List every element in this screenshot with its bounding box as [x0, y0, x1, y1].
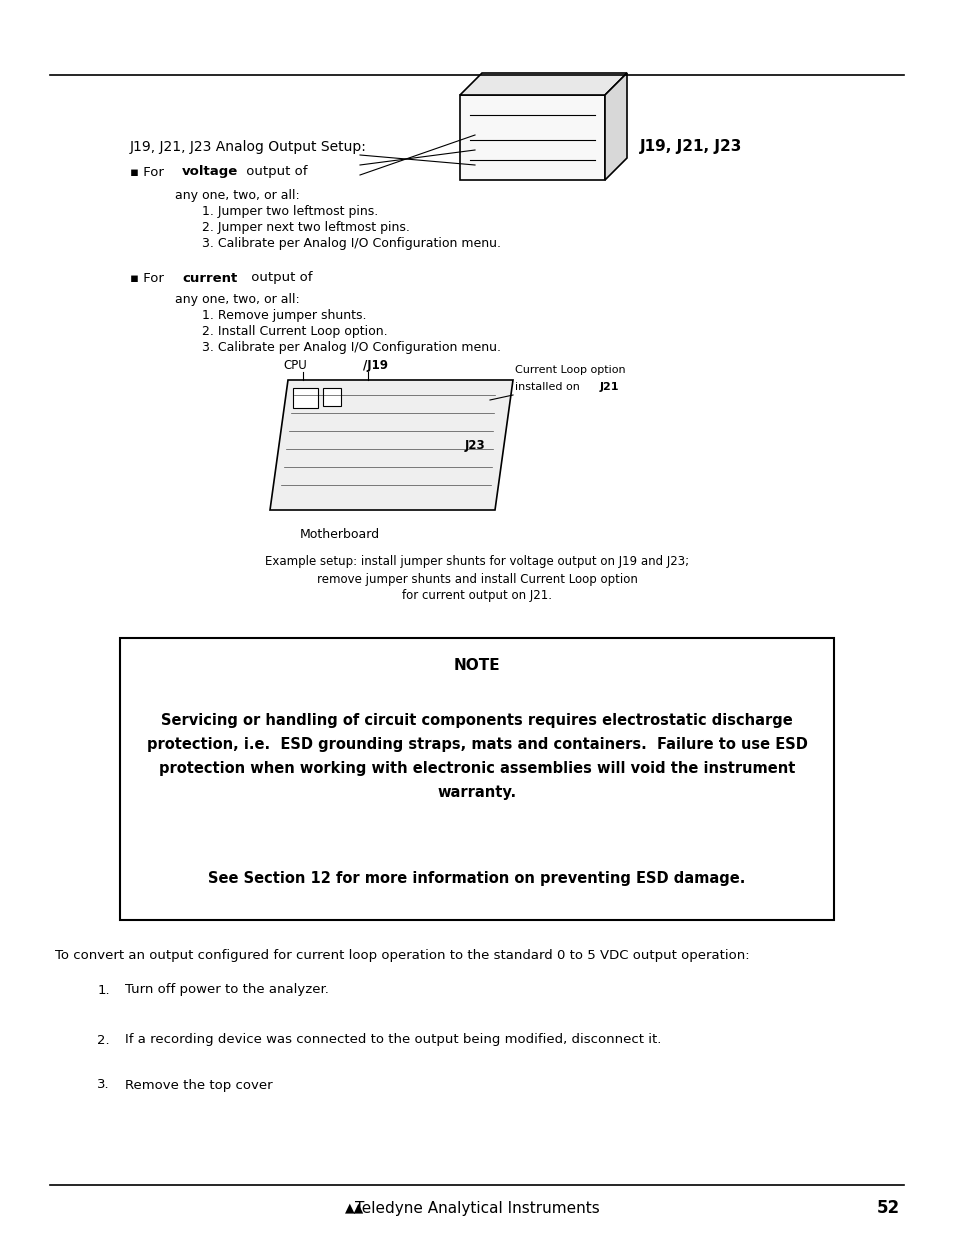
Text: ▪ For: ▪ For [130, 165, 168, 179]
Text: remove jumper shunts and install Current Loop option: remove jumper shunts and install Current… [316, 573, 637, 585]
Text: current: current [182, 272, 237, 284]
Text: Turn off power to the analyzer.: Turn off power to the analyzer. [125, 983, 329, 997]
Text: J19, J21, J23: J19, J21, J23 [639, 140, 741, 154]
Text: 2. Install Current Loop option.: 2. Install Current Loop option. [202, 326, 387, 338]
Text: Teledyne Analytical Instruments: Teledyne Analytical Instruments [355, 1200, 598, 1215]
Polygon shape [459, 73, 626, 95]
Text: Servicing or handling of circuit components requires electrostatic discharge: Servicing or handling of circuit compone… [161, 713, 792, 727]
Polygon shape [120, 638, 833, 920]
Text: voltage: voltage [182, 165, 238, 179]
Text: See Section 12 for more information on preventing ESD damage.: See Section 12 for more information on p… [208, 871, 745, 885]
Text: NOTE: NOTE [454, 657, 499, 673]
Text: any one, two, or all:: any one, two, or all: [174, 189, 299, 203]
Text: 1.: 1. [97, 983, 110, 997]
Bar [323, 388, 340, 406]
Text: 52: 52 [876, 1199, 899, 1216]
Text: any one, two, or all:: any one, two, or all: [174, 294, 299, 306]
Text: 1. Jumper two leftmost pins.: 1. Jumper two leftmost pins. [202, 205, 377, 219]
Text: ▪ For: ▪ For [130, 272, 168, 284]
Text: Example setup: install jumper shunts for voltage output on J19 and J23;: Example setup: install jumper shunts for… [265, 556, 688, 568]
Text: ▲▲: ▲▲ [345, 1202, 364, 1214]
Text: Current Loop option: Current Loop option [515, 366, 625, 375]
Text: J19, J21, J23 Analog Output Setup:: J19, J21, J23 Analog Output Setup: [130, 140, 367, 154]
Text: Remove the top cover: Remove the top cover [125, 1078, 273, 1092]
Text: 3. Calibrate per Analog I/O Configuration menu.: 3. Calibrate per Analog I/O Configuratio… [202, 342, 500, 354]
Text: 2.: 2. [97, 1034, 110, 1046]
Text: warranty.: warranty. [437, 784, 516, 799]
Text: protection when working with electronic assemblies will void the instrument: protection when working with electronic … [158, 761, 795, 776]
Text: If a recording device was connected to the output being modified, disconnect it.: If a recording device was connected to t… [125, 1034, 660, 1046]
Text: installed on: installed on [515, 382, 583, 391]
Text: 3. Calibrate per Analog I/O Configuration menu.: 3. Calibrate per Analog I/O Configuratio… [202, 237, 500, 251]
Text: J21: J21 [599, 382, 618, 391]
Text: protection, i.e.  ESD grounding straps, mats and containers.  Failure to use ESD: protection, i.e. ESD grounding straps, m… [147, 736, 806, 752]
Text: CPU: CPU [283, 359, 307, 372]
Text: To convert an output configured for current loop operation to the standard 0 to : To convert an output configured for curr… [55, 948, 749, 962]
Text: /J19: /J19 [363, 359, 388, 372]
Polygon shape [270, 380, 513, 510]
Polygon shape [459, 95, 604, 180]
Text: output of: output of [242, 165, 307, 179]
Text: Motherboard: Motherboard [299, 529, 379, 541]
Text: 2. Jumper next two leftmost pins.: 2. Jumper next two leftmost pins. [202, 221, 410, 235]
Text: J23: J23 [464, 438, 485, 452]
Polygon shape [604, 73, 626, 180]
Text: output of: output of [247, 272, 313, 284]
Text: for current output on J21.: for current output on J21. [401, 589, 552, 603]
Text: 3.: 3. [97, 1078, 110, 1092]
Text: 1. Remove jumper shunts.: 1. Remove jumper shunts. [202, 310, 366, 322]
Bar [293, 388, 317, 408]
